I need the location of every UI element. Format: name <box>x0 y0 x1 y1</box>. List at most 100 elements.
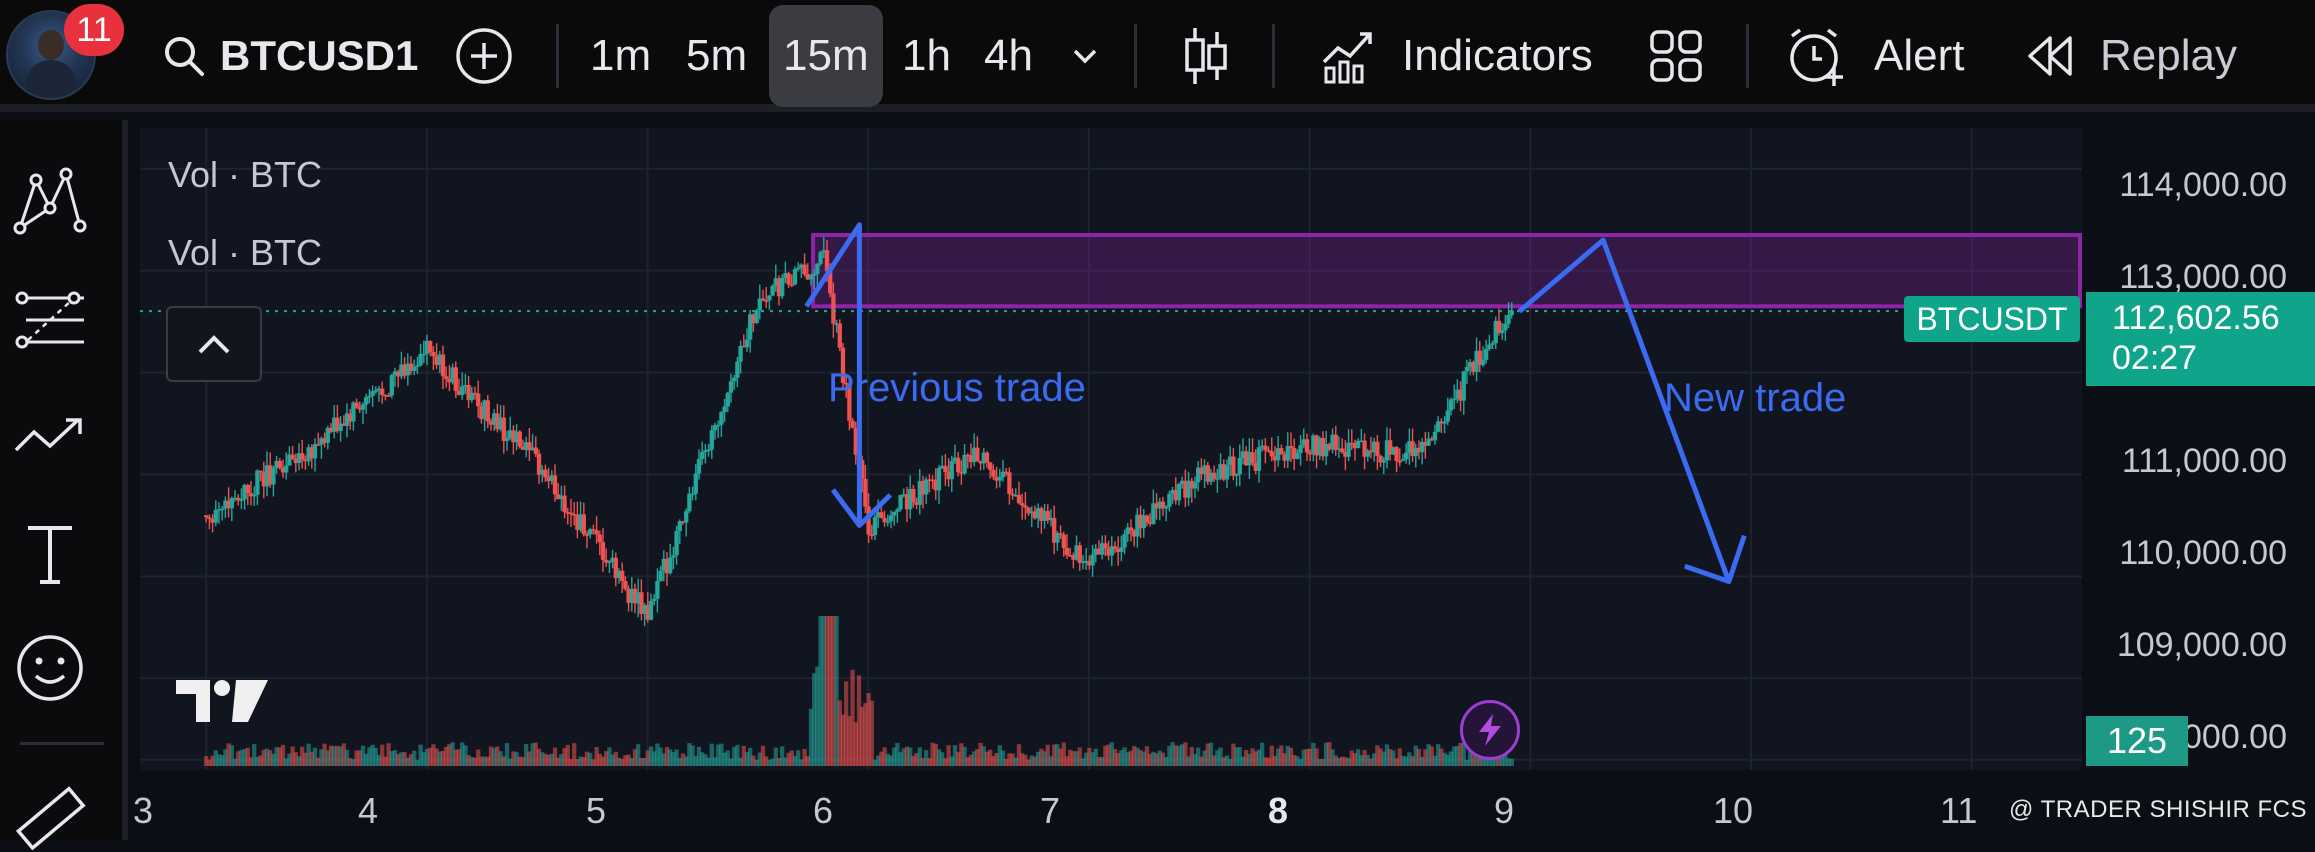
volume-bar <box>604 751 609 766</box>
emoji-tool-button[interactable] <box>10 628 90 708</box>
volume-bar <box>1164 756 1169 766</box>
candle-body <box>716 424 721 427</box>
volume-bar <box>1157 750 1162 766</box>
volume-bar <box>568 759 574 766</box>
candle-body <box>1039 508 1044 522</box>
candle-body <box>776 278 782 297</box>
collapse-legend-button[interactable] <box>166 306 262 382</box>
volume-bar <box>1020 753 1025 766</box>
chart-type-button[interactable] <box>1182 0 1230 112</box>
candle-body <box>1439 421 1444 424</box>
volume-bar <box>357 750 362 766</box>
volume-bar <box>546 754 551 766</box>
candle-body <box>1202 465 1207 475</box>
volume-bar <box>892 747 897 766</box>
candle-body <box>1359 440 1364 443</box>
layouts-button[interactable] <box>1648 0 1704 112</box>
candle-body <box>565 512 570 514</box>
timeframe-1h[interactable]: 1h <box>902 31 951 80</box>
candle-body <box>1490 343 1495 345</box>
candle-body <box>312 444 318 459</box>
timeframe-15m[interactable]: 15m <box>769 5 883 107</box>
volume-bar <box>853 722 858 766</box>
volume-bar <box>472 757 478 766</box>
volume-bar <box>293 752 298 766</box>
candle-body <box>280 467 286 473</box>
candle-body <box>655 581 660 599</box>
candle-body <box>412 366 417 371</box>
volume-bar <box>485 756 490 766</box>
toolbar-divider <box>1272 24 1275 88</box>
replay-button[interactable]: Replay <box>2024 0 2237 112</box>
candle-body <box>1429 438 1434 441</box>
candle-body <box>639 592 644 614</box>
candle-body <box>892 511 897 516</box>
volume-bar <box>1285 746 1290 766</box>
candle-body <box>965 454 970 457</box>
timeframe-5m[interactable]: 5m <box>686 31 748 80</box>
volume-bar <box>1228 759 1233 766</box>
candle-body <box>232 497 238 500</box>
volume-bar <box>722 752 727 766</box>
alert-button[interactable]: Alert <box>1786 0 1964 112</box>
volume-bar <box>527 751 532 766</box>
volume-bar <box>764 756 769 766</box>
trend-line-button[interactable] <box>10 398 90 478</box>
add-symbol-button[interactable] <box>454 0 514 112</box>
candle-body <box>1087 560 1092 566</box>
volume-bar <box>1186 756 1191 766</box>
text-tool-icon <box>28 526 72 584</box>
indicators-button[interactable]: Indicators <box>1320 0 1593 112</box>
candle-body <box>652 598 657 601</box>
candle-body <box>1196 467 1201 483</box>
volume-bar <box>1106 744 1111 766</box>
candle-body <box>424 340 430 354</box>
candle-body <box>888 515 894 522</box>
symbol-search[interactable]: BTCUSD1 <box>162 0 418 112</box>
volume-bar <box>1247 754 1252 766</box>
volume-bar <box>888 755 894 766</box>
volume-bar <box>975 749 980 766</box>
volume-bar <box>236 751 241 766</box>
candle-body <box>1349 442 1354 445</box>
resistance-zone <box>811 233 2082 309</box>
candle-body <box>1365 450 1370 457</box>
volume-bar <box>831 616 836 766</box>
volume-bar <box>949 756 954 766</box>
candle-body <box>818 252 823 264</box>
symbol-name: BTCUSD1 <box>220 32 419 79</box>
candle-body <box>770 285 775 296</box>
timeframe-4h[interactable]: 4h <box>984 31 1033 80</box>
fib-tool-button[interactable] <box>10 280 90 360</box>
volume-bar <box>559 754 564 766</box>
volume-bar <box>639 757 644 766</box>
volume-bar <box>965 757 970 766</box>
plus-circle-icon <box>456 28 512 84</box>
candle-body <box>540 469 545 475</box>
previous-trade-path <box>804 222 893 528</box>
candle-body <box>274 460 279 469</box>
timeframe-1m[interactable]: 1m <box>590 31 652 80</box>
volume-bar <box>645 750 650 766</box>
candle-body <box>1154 503 1159 509</box>
candle-body <box>511 430 516 443</box>
timeframe-dropdown[interactable] <box>1068 0 1102 112</box>
volume-bar <box>351 759 356 766</box>
candle-body <box>255 470 260 495</box>
volume-bar <box>1010 753 1015 766</box>
candle-body <box>284 465 289 473</box>
time-tick: 3 <box>133 790 154 831</box>
volume-bar <box>1224 755 1230 766</box>
volume-bar <box>530 743 535 766</box>
volume-bar <box>1340 756 1345 766</box>
candle-body <box>1343 452 1348 457</box>
volume-bar <box>405 757 410 766</box>
events-button[interactable] <box>1460 700 1520 760</box>
candle-body <box>1228 456 1233 465</box>
volume-bar <box>978 742 983 766</box>
text-tool-button[interactable] <box>10 514 90 594</box>
toolbar-divider <box>1134 24 1137 88</box>
pattern-tool-button[interactable] <box>10 162 90 242</box>
candle-body <box>626 588 631 603</box>
